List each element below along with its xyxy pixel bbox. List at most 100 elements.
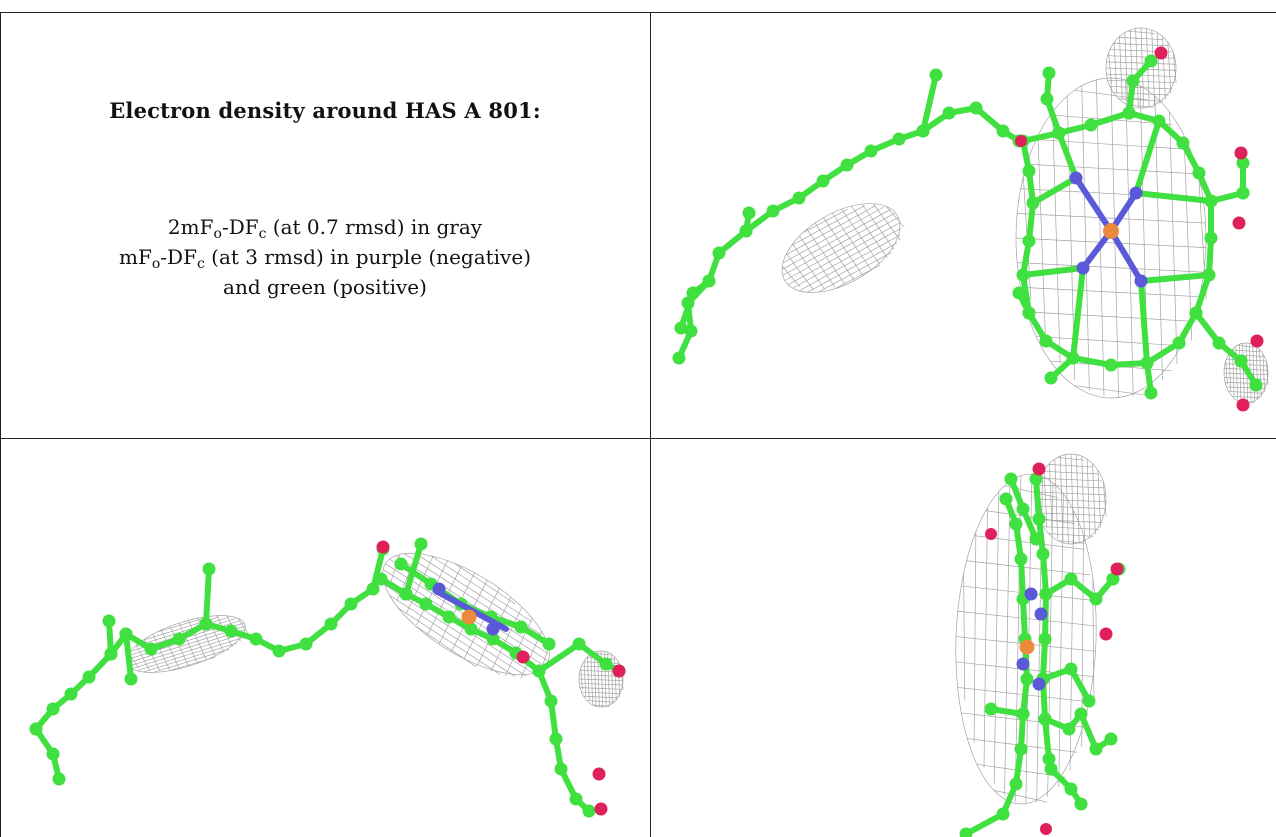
carbon-atom (104, 647, 118, 661)
oxygen-atom (516, 650, 530, 664)
carbon-atom (1249, 378, 1263, 392)
table-top-border (0, 12, 1276, 13)
iron-atom (1019, 639, 1035, 655)
carbon-atom (1044, 371, 1058, 385)
density-mesh-tail (781, 203, 905, 293)
carbon-atom (224, 624, 238, 638)
carbon-atom (739, 224, 753, 238)
density-mesh-core (955, 473, 1097, 805)
bond (920, 72, 939, 134)
carbon-atom (1144, 54, 1158, 68)
oxygen-atom (1110, 562, 1124, 576)
carbon-atom (324, 617, 338, 631)
carbon-atom (544, 694, 558, 708)
oxygen-atom (594, 802, 608, 816)
carbon-atom (514, 620, 528, 634)
carbon-atom (816, 174, 830, 188)
oxygen-atom (1015, 135, 1027, 147)
carbon-atom (1032, 512, 1046, 526)
carbon-atom (569, 792, 583, 806)
carbon-atom (742, 206, 756, 220)
carbon-atom (892, 132, 906, 146)
bond (1108, 228, 1144, 284)
carbon-atom (366, 582, 380, 596)
nitrogen-atom (486, 622, 500, 636)
carbon-atom (996, 807, 1010, 821)
caption-title: Electron density around HAS A 801: (109, 98, 541, 123)
iron-atom (461, 609, 477, 625)
bond (1138, 278, 1150, 366)
carbon-atom (864, 144, 878, 158)
carbon-atom (1044, 762, 1058, 776)
carbon-atom (1042, 66, 1056, 80)
bond (1193, 272, 1212, 316)
carbon-atom (1236, 186, 1250, 200)
carbon-atom (1038, 712, 1052, 726)
density-mesh-top (1105, 27, 1177, 109)
oxygen-atom (1154, 46, 1168, 60)
carbon-atom (1089, 742, 1103, 756)
carbon-atom (1172, 336, 1186, 350)
carbon-atom (1074, 707, 1088, 721)
nitrogen-atom (1069, 171, 1083, 185)
oxygen-atom (1032, 462, 1046, 476)
carbon-atom (419, 597, 433, 611)
carbon-atom (82, 670, 96, 684)
table-middle-border (0, 438, 1276, 439)
carbon-atom (999, 492, 1013, 506)
bond (1042, 716, 1052, 762)
carbon-atom (464, 622, 478, 636)
oxygen-atom (1099, 627, 1113, 641)
carbon-atom (299, 637, 313, 651)
carbon-atom (1126, 74, 1140, 88)
bond (1088, 110, 1132, 128)
carbon-atom (1074, 797, 1088, 811)
carbon-atom (249, 632, 263, 646)
carbon-atom (1039, 587, 1053, 601)
carbon-atom (1039, 334, 1053, 348)
carbon-atom (1236, 156, 1250, 170)
bond (1020, 265, 1086, 278)
carbon-atom (1062, 722, 1076, 736)
bond (1020, 596, 1028, 642)
carbon-atom (1204, 194, 1218, 208)
oxygen-atom (1236, 398, 1250, 412)
carbon-atom (1064, 662, 1078, 676)
carbon-atom (1014, 742, 1028, 756)
carbon-atom (46, 702, 60, 716)
caption-cell: Electron density around HAS A 801: 2mFo-… (0, 0, 650, 438)
carbon-atom (1122, 106, 1136, 120)
bond (1018, 556, 1026, 602)
nitrogen-atom (1032, 677, 1046, 691)
carbon-atom (549, 732, 563, 746)
nitrogen-atom (1076, 261, 1090, 275)
carbon-atom (686, 286, 700, 300)
carbon-atom (1022, 234, 1036, 248)
carbon-atom (394, 557, 408, 571)
nitrogen-atom (432, 582, 446, 596)
molecule-image-side (29, 537, 626, 818)
density-mesh-tail (126, 615, 249, 673)
carbon-atom (1204, 231, 1218, 245)
carbon-atom (702, 274, 716, 288)
bond (1070, 265, 1086, 361)
caption-description: 2mFo-DFc (at 0.7 rmsd) in gray mFo-DFc (… (0, 212, 650, 302)
carbon-atom (374, 572, 388, 586)
carbon-atom (554, 762, 568, 776)
carbon-atom (46, 747, 60, 761)
carbon-atom (1144, 386, 1158, 400)
carbon-atom (1064, 782, 1078, 796)
table-left-border (0, 12, 1, 837)
bond (1030, 175, 1079, 206)
carbon-atom (399, 587, 413, 601)
carbon-atom (1022, 306, 1036, 320)
carbon-atom (1140, 356, 1154, 370)
nitrogen-atom (1024, 587, 1038, 601)
bond (1033, 476, 1042, 522)
carbon-atom (684, 324, 698, 338)
caption-line-2mfo: 2mFo-DFc (at 0.7 rmsd) in gray (167, 215, 483, 242)
carbon-atom (840, 158, 854, 172)
carbon-atom (1042, 752, 1056, 766)
carbon-atom (1040, 92, 1054, 106)
carbon-atom (1016, 707, 1030, 721)
